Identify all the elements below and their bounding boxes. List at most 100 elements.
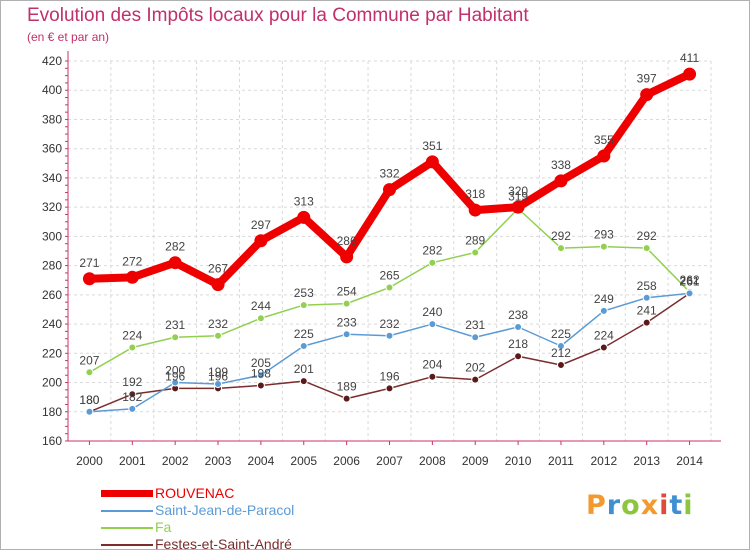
y-tick-label: 380 [42, 112, 62, 126]
x-tick-label: 2008 [419, 454, 446, 468]
data-point [385, 331, 394, 340]
data-label: 233 [337, 315, 357, 329]
legend-label: ROUVENAC [155, 485, 235, 501]
data-label: 271 [79, 256, 99, 270]
y-tick-label: 220 [42, 346, 62, 360]
data-point [428, 320, 437, 329]
data-point [128, 343, 137, 352]
legend-swatch [101, 526, 153, 529]
y-tick-label: 320 [42, 200, 62, 214]
data-label: 267 [208, 262, 228, 276]
data-label: 238 [508, 308, 528, 322]
data-point [514, 323, 523, 331]
data-point [214, 331, 223, 340]
data-label: 282 [422, 244, 442, 258]
data-label: 225 [551, 327, 571, 341]
y-tick-label: 300 [42, 229, 62, 243]
data-point [425, 155, 439, 169]
data-point [383, 183, 396, 197]
legend-swatch [101, 543, 153, 546]
data-point [640, 88, 654, 102]
data-point [471, 333, 480, 342]
data-label: 297 [251, 218, 271, 232]
data-point [385, 283, 394, 292]
x-tick-label: 2012 [590, 454, 617, 468]
data-label: 286 [337, 234, 357, 248]
data-point [511, 200, 525, 214]
data-label: 240 [422, 305, 442, 319]
data-point [256, 381, 265, 390]
data-label: 351 [422, 139, 442, 153]
data-label: 272 [122, 254, 142, 268]
data-point [171, 378, 180, 387]
data-point [683, 67, 697, 81]
data-point [428, 258, 437, 267]
chart-title: Evolution des Impôts locaux pour la Comm… [27, 5, 529, 26]
data-label: 231 [165, 318, 185, 332]
data-label: 411 [680, 51, 699, 65]
data-point [254, 234, 268, 248]
data-label: 253 [294, 286, 314, 300]
chart-subtitle: (en € et par an) [27, 30, 110, 44]
data-point [85, 368, 94, 377]
data-label: 205 [251, 356, 271, 370]
data-point [599, 343, 608, 352]
data-label: 207 [79, 353, 99, 367]
data-point [468, 203, 482, 217]
legend: ROUVENAC Saint-Jean-de-Paracol Fa Festes… [101, 485, 294, 553]
data-point [599, 306, 608, 315]
data-label: 320 [508, 184, 528, 198]
data-label: 232 [379, 317, 399, 331]
data-label: 318 [465, 187, 485, 201]
y-tick-label: 340 [42, 171, 62, 185]
data-label: 338 [551, 158, 571, 172]
data-point [554, 174, 568, 188]
plot-area [68, 61, 711, 441]
legend-item-fa: Fa [101, 519, 294, 536]
data-label: 231 [465, 318, 485, 332]
data-label: 189 [337, 380, 357, 394]
x-tick-label: 2010 [505, 454, 532, 468]
data-point [299, 377, 308, 386]
y-tick-label: 360 [42, 142, 62, 156]
y-tick-label: 240 [42, 317, 62, 331]
data-point [342, 394, 351, 403]
data-label: 261 [680, 274, 700, 288]
data-point [125, 270, 139, 284]
data-label: 282 [165, 240, 185, 254]
x-tick-label: 2014 [676, 454, 703, 468]
data-point [340, 250, 354, 264]
data-point [85, 407, 94, 416]
data-label: 261 [680, 274, 700, 288]
y-tick-label: 400 [42, 83, 62, 97]
x-tick-label: 2006 [333, 454, 360, 468]
data-point [211, 278, 225, 292]
data-label: 192 [122, 375, 142, 389]
data-point [299, 342, 308, 350]
y-tick-label: 180 [42, 405, 62, 419]
data-label: 204 [422, 358, 442, 372]
axes: 160 180 200 220 240 260 280 300 320 340 360 380 400 4… [42, 51, 721, 468]
data-point [556, 361, 565, 369]
legend-item-saint-jean-de-paracol: Saint-Jean-de-Paracol [101, 502, 294, 519]
data-label: 199 [208, 365, 228, 379]
data-point [642, 244, 651, 253]
data-label: 397 [637, 72, 657, 86]
data-label: 224 [122, 328, 142, 342]
x-tick-label: 2005 [290, 454, 317, 468]
data-label: 225 [294, 327, 314, 341]
data-point [171, 333, 180, 342]
legend-label: Festes-et-Saint-André [155, 536, 292, 552]
data-point [471, 248, 480, 257]
data-point [385, 384, 394, 393]
legend-item-rouvenac: ROUVENAC [101, 485, 294, 502]
data-label: 212 [551, 346, 571, 360]
data-point [342, 299, 351, 308]
data-label: 196 [379, 369, 399, 383]
data-label: 293 [594, 228, 614, 242]
legend-item-festes-et-saint-andre: Festes-et-Saint-André [101, 536, 294, 553]
legend-swatch [101, 490, 153, 497]
data-label: 292 [551, 229, 571, 243]
data-point [128, 404, 137, 413]
